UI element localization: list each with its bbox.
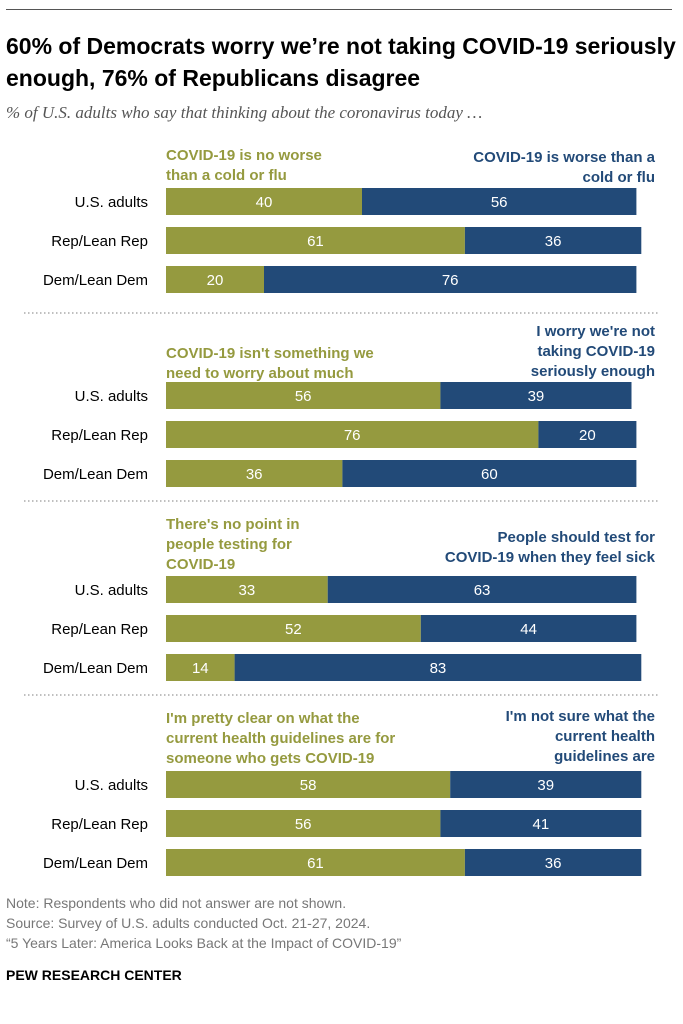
category-label: Rep/Lean Rep bbox=[51, 816, 148, 833]
bar-left bbox=[166, 188, 362, 215]
left-series-label: someone who gets COVID-19 bbox=[166, 750, 374, 767]
bar-left bbox=[166, 421, 539, 448]
right-series-label: COVID-19 when they feel sick bbox=[445, 549, 656, 566]
right-series-label: seriously enough bbox=[531, 363, 655, 380]
bar-left bbox=[166, 771, 451, 798]
bar-left-value: 61 bbox=[307, 855, 324, 872]
bar-right bbox=[538, 421, 637, 448]
category-label: U.S. adults bbox=[75, 194, 148, 211]
category-label: Rep/Lean Rep bbox=[51, 233, 148, 250]
bar-right-value: 36 bbox=[545, 233, 562, 250]
bar-right-value: 20 bbox=[579, 427, 596, 444]
left-series-label: COVID-19 is no worse bbox=[166, 147, 322, 164]
bar-left-value: 14 bbox=[192, 660, 209, 677]
bar-right bbox=[440, 810, 642, 837]
chart-title: 60% of Democrats worry we’re not taking … bbox=[6, 33, 676, 91]
chart-subtitle: % of U.S. adults who say that thinking a… bbox=[6, 103, 483, 122]
category-label: Dem/Lean Dem bbox=[43, 660, 148, 677]
category-label: Dem/Lean Dem bbox=[43, 855, 148, 872]
bar-right bbox=[234, 654, 642, 681]
left-series-label: need to worry about much bbox=[166, 365, 354, 382]
category-label: Rep/Lean Rep bbox=[51, 427, 148, 444]
left-series-label: There's no point in bbox=[166, 516, 300, 533]
bar-left bbox=[166, 227, 465, 254]
bar-right-value: 83 bbox=[430, 660, 447, 677]
bar-right-value: 36 bbox=[545, 855, 562, 872]
top-rule bbox=[6, 9, 672, 10]
bar-left-value: 20 bbox=[207, 272, 224, 289]
bar-right-value: 60 bbox=[481, 466, 498, 483]
bar-left-value: 56 bbox=[295, 388, 312, 405]
bar-left bbox=[166, 460, 343, 487]
bar-right bbox=[450, 771, 642, 798]
right-series-label: I'm not sure what the bbox=[506, 708, 655, 725]
bar-left-value: 40 bbox=[256, 194, 273, 211]
category-label: Rep/Lean Rep bbox=[51, 621, 148, 638]
left-series-label: people testing for bbox=[166, 536, 292, 553]
bar-left bbox=[166, 576, 328, 603]
pew-logo: PEW RESEARCH CENTER bbox=[6, 967, 182, 983]
bar-right-value: 39 bbox=[537, 777, 554, 794]
right-series-label: COVID-19 is worse than a bbox=[473, 149, 655, 166]
note-line: Note: Respondents who did not answer are… bbox=[6, 895, 347, 911]
bar-right bbox=[420, 615, 637, 642]
bar-left bbox=[166, 654, 235, 681]
category-label: U.S. adults bbox=[75, 582, 148, 599]
left-series-label: I'm pretty clear on what the bbox=[166, 710, 360, 727]
bar-right bbox=[464, 227, 642, 254]
bar-right bbox=[264, 266, 637, 293]
right-series-label: I worry we're not bbox=[536, 323, 655, 340]
left-series-label: current health guidelines are for bbox=[166, 730, 395, 747]
bar-right bbox=[327, 576, 637, 603]
right-series-label: guidelines are bbox=[554, 748, 655, 765]
bar-left-value: 76 bbox=[344, 427, 361, 444]
bar-right bbox=[440, 382, 632, 409]
right-series-label: cold or flu bbox=[583, 169, 656, 186]
bar-left-value: 61 bbox=[307, 233, 324, 250]
right-series-label: taking COVID-19 bbox=[537, 343, 655, 360]
right-series-label: current health bbox=[555, 728, 655, 745]
bar-left bbox=[166, 615, 421, 642]
bar-left bbox=[166, 810, 441, 837]
bar-right-value: 44 bbox=[520, 621, 537, 638]
notes: Note: Respondents who did not answer are… bbox=[6, 893, 401, 953]
bar-left bbox=[166, 849, 465, 876]
bar-left bbox=[166, 382, 441, 409]
left-series-label: COVID-19 bbox=[166, 556, 235, 573]
bar-left-value: 52 bbox=[285, 621, 302, 638]
bar-right bbox=[342, 460, 637, 487]
stacked-bar-chart: COVID-19 is no worse than a cold or flu CO… bbox=[24, 147, 658, 876]
bar-left-value: 58 bbox=[300, 777, 317, 794]
right-series-label: People should test for bbox=[497, 529, 655, 546]
bar-left-value: 56 bbox=[295, 816, 312, 833]
bar-left-value: 33 bbox=[239, 582, 256, 599]
bar-right bbox=[464, 849, 642, 876]
bar-right-value: 63 bbox=[474, 582, 491, 599]
bar-left-value: 36 bbox=[246, 466, 263, 483]
category-label: Dem/Lean Dem bbox=[43, 466, 148, 483]
source-line: Source: Survey of U.S. adults conducted … bbox=[6, 915, 371, 931]
bar-right-value: 41 bbox=[533, 816, 550, 833]
bar-right bbox=[362, 188, 637, 215]
bar-right-value: 56 bbox=[491, 194, 508, 211]
category-label: U.S. adults bbox=[75, 777, 148, 794]
category-label: Dem/Lean Dem bbox=[43, 272, 148, 289]
bar-left bbox=[166, 266, 264, 293]
bar-right-value: 76 bbox=[442, 272, 459, 289]
category-label: U.S. adults bbox=[75, 388, 148, 405]
left-series-label: than a cold or flu bbox=[166, 167, 287, 184]
bar-right-value: 39 bbox=[528, 388, 545, 405]
report-line: “5 Years Later: America Looks Back at th… bbox=[6, 935, 402, 951]
left-series-label: COVID-19 isn't something we bbox=[166, 345, 374, 362]
